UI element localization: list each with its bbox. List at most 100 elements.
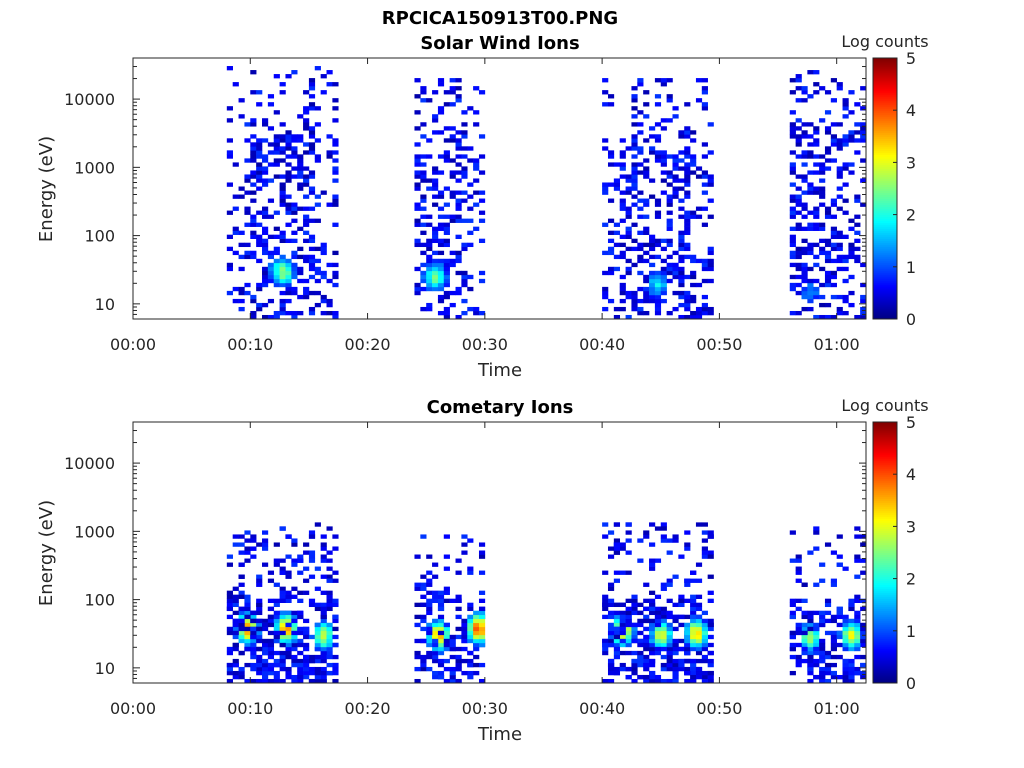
heatmap-cell xyxy=(473,202,480,207)
heatmap-cell xyxy=(801,626,808,632)
heatmap-cell xyxy=(842,662,849,668)
heatmap-cell xyxy=(848,662,855,668)
heatmap-cell xyxy=(461,122,468,127)
heatmap-cell xyxy=(860,126,867,131)
heatmap-cell xyxy=(449,170,456,175)
heatmap-cell xyxy=(320,590,327,595)
colorbar-swatch xyxy=(873,92,897,95)
heatmap-cell xyxy=(291,218,298,223)
heatmap-cell xyxy=(256,282,263,288)
heatmap-cell xyxy=(854,230,861,235)
heatmap-cell xyxy=(836,266,843,272)
heatmap-cell xyxy=(238,194,245,199)
heatmap-cell xyxy=(455,666,462,672)
heatmap-cell xyxy=(256,646,263,652)
heatmap-cell xyxy=(449,78,456,83)
heatmap-cell xyxy=(297,638,304,644)
heatmap-cell xyxy=(795,174,802,179)
heatmap-cell xyxy=(285,554,292,559)
heatmap-cell xyxy=(707,634,714,640)
heatmap-cell xyxy=(297,670,304,676)
heatmap-cell xyxy=(789,214,796,219)
heatmap-cell xyxy=(654,134,662,139)
heatmap-cell xyxy=(789,150,796,155)
heatmap-cell xyxy=(666,218,673,223)
heatmap-cell xyxy=(320,638,327,644)
heatmap-cell xyxy=(256,286,263,292)
heatmap-cell xyxy=(672,642,679,648)
heatmap-cell xyxy=(854,670,861,676)
heatmap-cell xyxy=(842,630,849,636)
heatmap-cell xyxy=(678,314,685,320)
heatmap-cell xyxy=(795,578,802,583)
heatmap-cell xyxy=(643,274,650,280)
heatmap-cell xyxy=(643,294,650,300)
colorbar-swatch xyxy=(873,482,897,485)
heatmap-cell xyxy=(326,646,333,652)
heatmap-cell xyxy=(256,242,263,248)
heatmap-cell xyxy=(308,78,316,83)
colorbar-swatch xyxy=(873,118,897,121)
heatmap-cell xyxy=(420,662,427,668)
colorbar-swatch xyxy=(873,284,897,288)
heatmap-cell xyxy=(455,290,462,296)
heatmap-cell xyxy=(819,314,826,320)
colorbar-swatch xyxy=(873,490,897,493)
heatmap-cell xyxy=(660,526,667,531)
heatmap-cell xyxy=(795,194,802,199)
heatmap-cell xyxy=(801,582,808,587)
colorbar-swatch xyxy=(873,152,897,155)
heatmap-cell xyxy=(432,182,439,187)
heatmap-cell xyxy=(455,154,462,159)
heatmap-cell xyxy=(473,110,480,115)
heatmap-cell xyxy=(279,630,286,636)
heatmap-cell xyxy=(414,202,421,207)
heatmap-cell xyxy=(836,122,843,127)
colorbar-swatch xyxy=(873,534,897,537)
heatmap-cell xyxy=(848,138,855,143)
heatmap-cell xyxy=(795,266,802,272)
colorbar-swatch xyxy=(873,264,897,268)
heatmap-cell xyxy=(226,602,233,608)
heatmap-cell xyxy=(795,250,802,256)
heatmap-cell xyxy=(649,290,656,296)
heatmap-cell xyxy=(267,606,275,612)
heatmap-cell xyxy=(467,566,474,571)
heatmap-cell xyxy=(801,266,808,272)
heatmap-cell xyxy=(279,302,286,308)
heatmap-cell xyxy=(789,282,796,288)
heatmap-cell xyxy=(449,634,456,640)
heatmap-cell xyxy=(707,626,714,632)
heatmap-cell xyxy=(824,654,832,660)
heatmap-cell xyxy=(695,646,703,652)
heatmap-cell xyxy=(432,286,439,292)
heatmap-cell xyxy=(443,278,450,284)
heatmap-cell xyxy=(654,594,662,599)
heatmap-cell xyxy=(631,122,638,127)
heatmap-cell xyxy=(836,138,843,143)
heatmap-cell xyxy=(631,166,638,171)
heatmap-cell xyxy=(326,650,333,656)
colorbar-swatch xyxy=(873,230,897,234)
heatmap-cell xyxy=(848,242,855,248)
heatmap-cell xyxy=(643,158,650,163)
heatmap-cell xyxy=(619,614,626,620)
heatmap-cell xyxy=(291,154,298,159)
heatmap-cell xyxy=(226,554,233,559)
heatmap-cell xyxy=(320,674,327,680)
heatmap-cell xyxy=(461,166,468,171)
heatmap-cell xyxy=(795,290,802,296)
heatmap-cell xyxy=(279,610,286,616)
heatmap-cell xyxy=(437,294,445,300)
heatmap-cell xyxy=(461,282,468,288)
colorbar-swatch xyxy=(873,102,897,105)
heatmap-cell xyxy=(232,194,239,199)
heatmap-cell xyxy=(303,230,310,235)
heatmap-cell xyxy=(824,650,832,656)
heatmap-cell xyxy=(637,110,644,115)
heatmap-cell xyxy=(836,258,843,264)
heatmap-cell xyxy=(830,246,837,252)
heatmap-cell xyxy=(473,634,480,640)
heatmap-cell xyxy=(625,290,632,296)
heatmap-cell xyxy=(643,530,650,535)
